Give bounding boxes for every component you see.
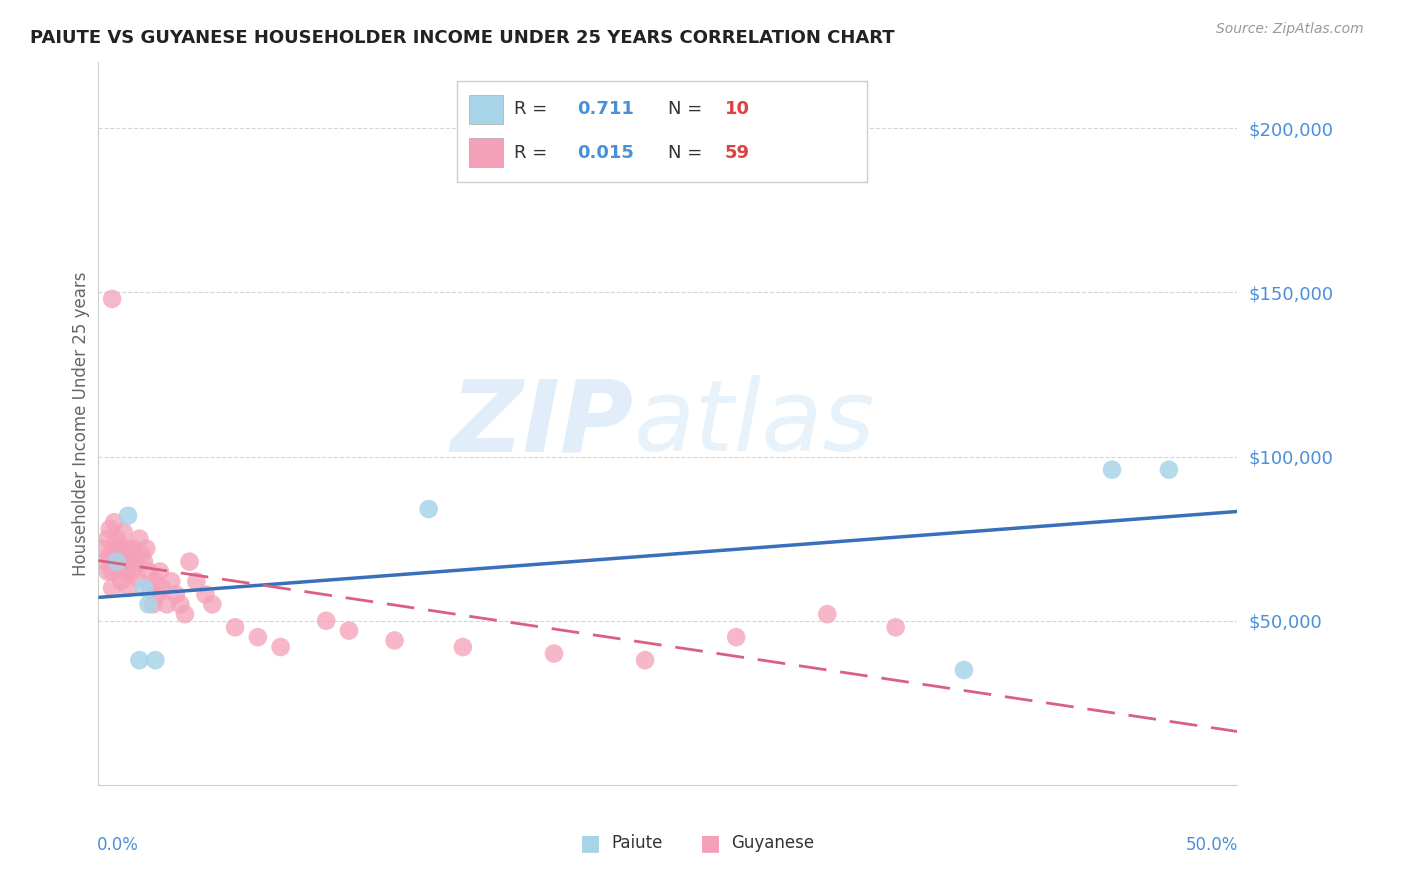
Point — [96, 565, 118, 579]
Text: 59: 59 — [725, 144, 749, 161]
Point — [120, 555, 142, 569]
Text: 0.0%: 0.0% — [97, 836, 139, 854]
Point — [884, 620, 907, 634]
Point — [224, 620, 246, 634]
Text: N =: N = — [668, 101, 707, 119]
Text: R =: R = — [515, 144, 553, 161]
Point — [543, 647, 565, 661]
Point — [94, 555, 117, 569]
Point — [174, 607, 197, 622]
Point — [105, 532, 128, 546]
Point — [149, 565, 172, 579]
Text: N =: N = — [668, 144, 707, 161]
Point — [117, 541, 139, 556]
Point — [337, 624, 360, 638]
Point — [145, 653, 167, 667]
Point — [160, 574, 183, 589]
Text: PAIUTE VS GUYANESE HOUSEHOLDER INCOME UNDER 25 YEARS CORRELATION CHART: PAIUTE VS GUYANESE HOUSEHOLDER INCOME UN… — [30, 29, 894, 47]
Text: atlas: atlas — [634, 376, 876, 472]
Text: Paiute: Paiute — [612, 834, 664, 852]
Point — [105, 555, 128, 569]
Text: R =: R = — [515, 101, 553, 119]
Point — [201, 598, 224, 612]
Point — [127, 571, 149, 585]
Point — [145, 574, 167, 589]
Point — [815, 607, 838, 622]
Point — [132, 555, 155, 569]
Point — [121, 565, 143, 579]
Point — [101, 292, 124, 306]
Text: 0.015: 0.015 — [576, 144, 634, 161]
Point — [1157, 463, 1180, 477]
FancyBboxPatch shape — [468, 138, 503, 167]
Point — [135, 541, 157, 556]
Point — [114, 565, 136, 579]
Text: 50.0%: 50.0% — [1187, 836, 1239, 854]
Point — [451, 640, 474, 654]
Point — [131, 548, 153, 562]
Point — [110, 574, 132, 589]
Point — [121, 541, 143, 556]
Point — [101, 581, 124, 595]
Point — [1101, 463, 1123, 477]
Point — [108, 541, 131, 556]
Point — [91, 541, 114, 556]
Y-axis label: Householder Income Under 25 years: Householder Income Under 25 years — [72, 271, 90, 576]
Point — [138, 565, 160, 579]
Point — [114, 555, 136, 569]
Point — [96, 532, 118, 546]
Point — [953, 663, 976, 677]
Point — [112, 524, 135, 539]
Point — [418, 502, 440, 516]
Point — [105, 555, 128, 569]
Point — [165, 587, 187, 601]
Text: Guyanese: Guyanese — [731, 834, 814, 852]
Point — [98, 522, 121, 536]
Point — [117, 581, 139, 595]
Point — [246, 630, 269, 644]
Point — [103, 515, 125, 529]
Point — [156, 598, 179, 612]
Point — [98, 548, 121, 562]
Point — [101, 565, 124, 579]
Point — [169, 598, 191, 612]
Point — [270, 640, 292, 654]
Text: ■: ■ — [700, 833, 720, 853]
Point — [186, 574, 208, 589]
Text: ■: ■ — [581, 833, 600, 853]
Point — [146, 587, 169, 601]
Point — [139, 581, 162, 595]
Point — [138, 598, 160, 612]
Point — [110, 548, 132, 562]
Point — [634, 653, 657, 667]
Point — [150, 581, 173, 595]
Point — [142, 598, 165, 612]
Point — [117, 508, 139, 523]
Point — [103, 541, 125, 556]
Text: Source: ZipAtlas.com: Source: ZipAtlas.com — [1216, 22, 1364, 37]
Point — [128, 532, 150, 546]
Point — [124, 555, 146, 569]
Point — [725, 630, 748, 644]
Point — [194, 587, 217, 601]
Point — [112, 541, 135, 556]
Point — [384, 633, 406, 648]
Point — [132, 581, 155, 595]
FancyBboxPatch shape — [457, 80, 868, 182]
Point — [179, 555, 201, 569]
Text: 0.711: 0.711 — [576, 101, 634, 119]
Point — [128, 653, 150, 667]
Point — [315, 614, 337, 628]
Point — [108, 565, 131, 579]
FancyBboxPatch shape — [468, 95, 503, 124]
Text: ZIP: ZIP — [451, 376, 634, 472]
Text: 10: 10 — [725, 101, 749, 119]
